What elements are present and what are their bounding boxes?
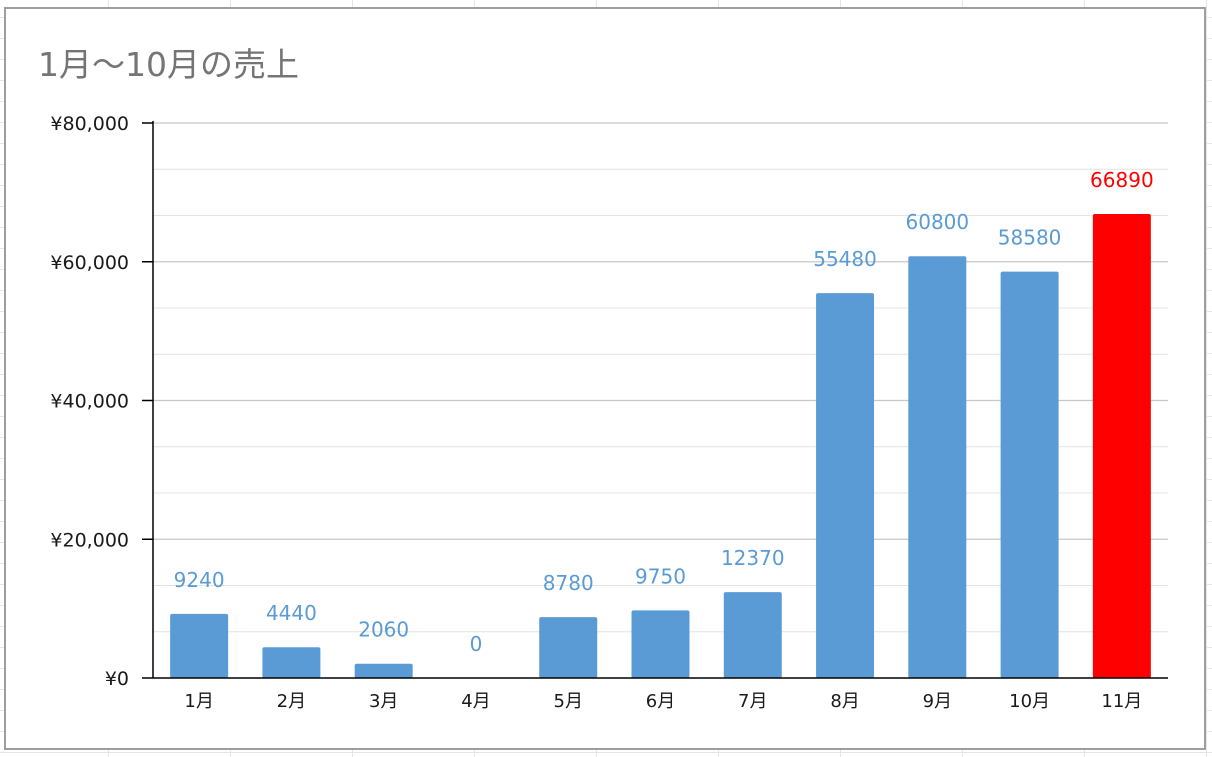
data-label: 4440 (266, 601, 317, 625)
y-axis-ticks: ¥0 ¥20,000 ¥40,000 ¥60,000 ¥80,000 (50, 113, 153, 690)
y-tick-label: ¥20,000 (50, 529, 129, 551)
x-tick-label: 6月 (646, 691, 675, 712)
axes (152, 121, 1168, 679)
data-label: 66890 (1090, 168, 1154, 192)
bar-10月[interactable] (1000, 271, 1059, 678)
bar-6月[interactable] (631, 610, 690, 678)
x-tick-label: 9月 (923, 691, 952, 712)
x-tick-label: 3月 (369, 691, 398, 712)
data-label: 0 (470, 632, 483, 656)
y-tick-label: ¥60,000 (50, 252, 129, 274)
bar-5月[interactable] (539, 617, 598, 678)
data-label: 55480 (813, 247, 877, 271)
data-label: 12370 (721, 546, 785, 570)
data-labels: 9240 4440 2060 0 8780 9750 12370 55480 60800 5858… (174, 168, 1154, 656)
x-tick-label: 5月 (554, 691, 583, 712)
data-label: 9240 (174, 568, 225, 592)
x-tick-label: 8月 (830, 691, 859, 712)
bar-1月[interactable] (170, 613, 229, 678)
data-label: 9750 (635, 564, 686, 588)
bar-8月[interactable] (816, 293, 875, 678)
bar-7月[interactable] (723, 592, 782, 678)
bar-9月[interactable] (908, 256, 967, 678)
bar-2月[interactable] (262, 647, 321, 678)
x-tick-label: 7月 (738, 691, 767, 712)
y-tick-label: ¥0 (105, 668, 129, 690)
x-tick-label: 2月 (277, 691, 306, 712)
minor-gridlines (153, 168, 1168, 633)
x-axis-ticks: 1月 2月 3月 4月 5月 6月 7月 8月 9月 10月 11月 (184, 691, 1142, 712)
x-tick-label: 1月 (184, 691, 213, 712)
x-tick-label: 10月 (1009, 691, 1050, 712)
y-tick-label: ¥40,000 (50, 391, 129, 413)
x-tick-label: 4月 (461, 691, 490, 712)
data-label: 60800 (906, 210, 970, 234)
major-gridlines (153, 122, 1168, 540)
chart-title: 1月〜10月の売上 (38, 45, 299, 84)
data-label: 58580 (998, 226, 1062, 250)
bar-3月[interactable] (354, 663, 413, 678)
bars (170, 213, 1151, 678)
bar-11月[interactable] (1092, 213, 1151, 678)
data-label: 2060 (358, 618, 409, 642)
data-label: 8780 (543, 571, 594, 595)
y-tick-label: ¥80,000 (50, 113, 129, 135)
x-tick-label: 11月 (1101, 691, 1142, 712)
